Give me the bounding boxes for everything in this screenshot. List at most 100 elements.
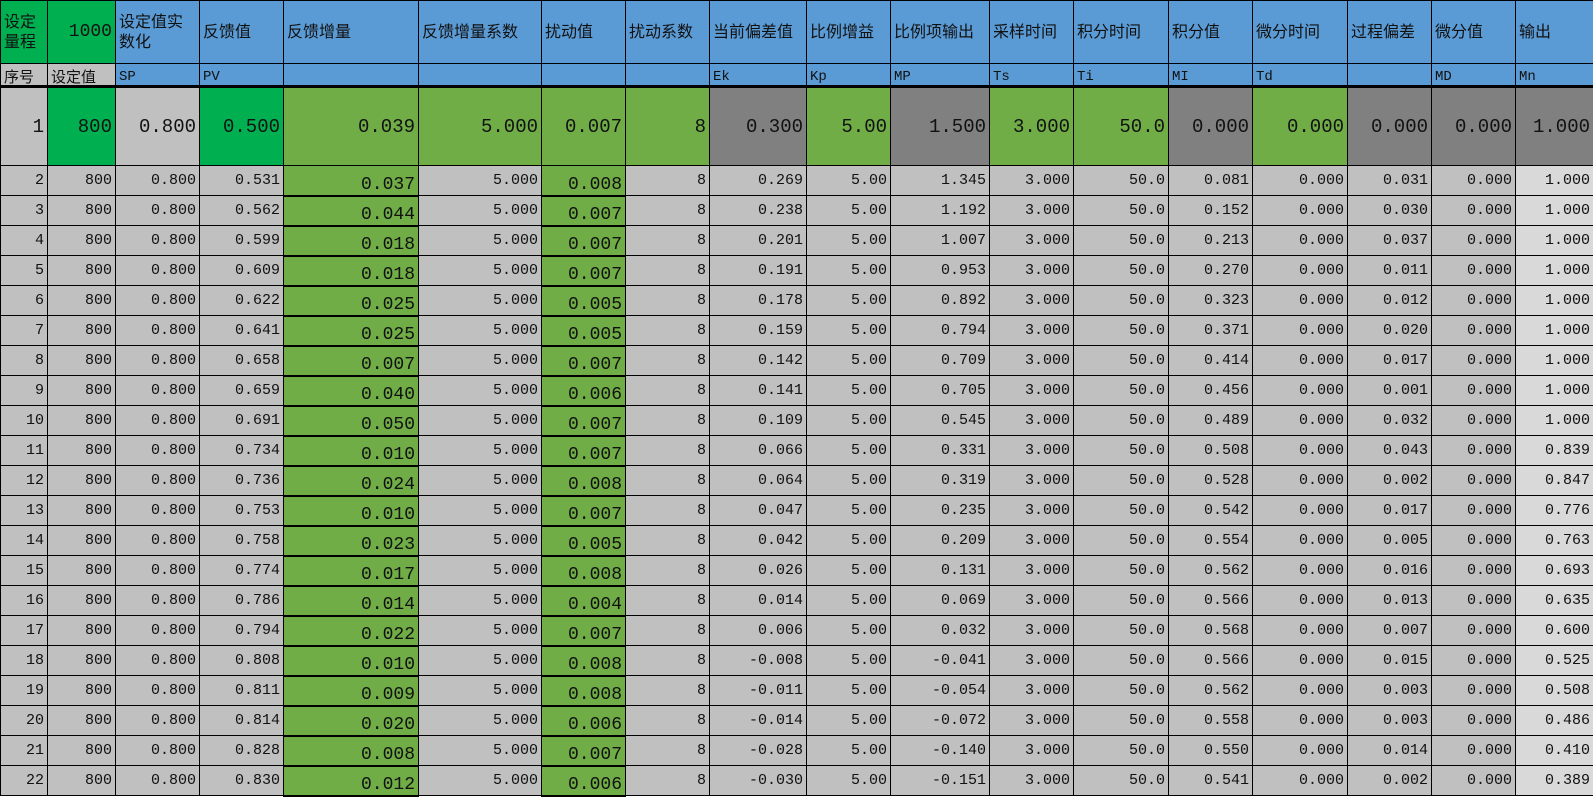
data-cell[interactable]: 0.693 xyxy=(1516,556,1593,586)
data-cell[interactable]: 0.047 xyxy=(710,496,807,526)
data-cell[interactable]: 8 xyxy=(626,346,710,376)
data-cell[interactable]: 1.000 xyxy=(1516,346,1593,376)
data-cell[interactable]: 0.800 xyxy=(116,526,200,556)
data-cell[interactable]: 0.389 xyxy=(1516,766,1593,796)
column-symbol-cell[interactable]: Ek xyxy=(710,64,807,87)
data-cell[interactable]: 0.007 xyxy=(542,256,626,286)
range-label-cell[interactable]: 设定量程 xyxy=(1,1,48,64)
data-cell[interactable]: 1.000 xyxy=(1516,166,1593,196)
data-cell[interactable]: 0.562 xyxy=(200,196,284,226)
data-cell[interactable]: 50.0 xyxy=(1074,706,1169,736)
data-cell[interactable]: -0.028 xyxy=(710,736,807,766)
data-cell[interactable]: 0.800 xyxy=(116,616,200,646)
data-cell[interactable]: 800 xyxy=(48,286,116,316)
data-cell[interactable]: 5.000 xyxy=(419,196,542,226)
data-cell[interactable]: 1.500 xyxy=(891,87,990,166)
data-cell[interactable]: 3.000 xyxy=(990,646,1074,676)
data-cell[interactable]: 0.209 xyxy=(891,526,990,556)
data-cell[interactable]: 5.00 xyxy=(807,586,891,616)
data-cell[interactable]: 1.000 xyxy=(1516,376,1593,406)
data-cell[interactable]: 5.00 xyxy=(807,766,891,796)
data-cell[interactable]: 0.323 xyxy=(1169,286,1253,316)
data-cell[interactable]: 0.000 xyxy=(1432,316,1516,346)
data-cell[interactable]: 5.00 xyxy=(807,496,891,526)
data-cell[interactable]: 3.000 xyxy=(990,166,1074,196)
data-cell[interactable]: 0.545 xyxy=(891,406,990,436)
data-cell[interactable]: 0.201 xyxy=(710,226,807,256)
column-symbol-cell[interactable] xyxy=(419,64,542,87)
data-cell[interactable]: 0.270 xyxy=(1169,256,1253,286)
data-cell[interactable]: 0.000 xyxy=(1253,226,1348,256)
data-cell[interactable]: 0.141 xyxy=(710,376,807,406)
data-cell[interactable]: 0.000 xyxy=(1432,196,1516,226)
data-cell[interactable]: 0.839 xyxy=(1516,436,1593,466)
data-cell[interactable]: 0.000 xyxy=(1253,436,1348,466)
data-cell[interactable]: 0.525 xyxy=(1516,646,1593,676)
data-cell[interactable]: -0.008 xyxy=(710,646,807,676)
data-cell[interactable]: 8 xyxy=(626,256,710,286)
column-header-cell[interactable]: 扰动值 xyxy=(542,1,626,64)
data-cell[interactable]: 0.044 xyxy=(284,196,419,226)
data-cell[interactable]: 50.0 xyxy=(1074,466,1169,496)
data-cell[interactable]: 1.000 xyxy=(1516,406,1593,436)
data-cell[interactable]: 0.000 xyxy=(1253,766,1348,796)
data-cell[interactable]: 0.814 xyxy=(200,706,284,736)
data-cell[interactable]: 0.800 xyxy=(116,766,200,796)
data-cell[interactable]: 0.007 xyxy=(542,406,626,436)
data-cell[interactable]: 0.000 xyxy=(1253,616,1348,646)
data-cell[interactable]: 5.000 xyxy=(419,556,542,586)
data-cell[interactable]: 0.659 xyxy=(200,376,284,406)
data-cell[interactable]: 5.000 xyxy=(419,166,542,196)
column-symbol-cell[interactable]: Td xyxy=(1253,64,1348,87)
data-cell[interactable]: 0.456 xyxy=(1169,376,1253,406)
data-cell[interactable]: 0.531 xyxy=(200,166,284,196)
data-cell[interactable]: 0.800 xyxy=(116,556,200,586)
data-cell[interactable]: 50.0 xyxy=(1074,646,1169,676)
data-cell[interactable]: 0.023 xyxy=(284,526,419,556)
data-cell[interactable]: 0.017 xyxy=(1348,346,1432,376)
data-cell[interactable]: 0.486 xyxy=(1516,706,1593,736)
data-cell[interactable]: 800 xyxy=(48,196,116,226)
row-index-cell[interactable]: 6 xyxy=(1,286,48,316)
data-cell[interactable]: 3.000 xyxy=(990,766,1074,796)
data-cell[interactable]: 5.00 xyxy=(807,376,891,406)
data-cell[interactable]: 0.508 xyxy=(1516,676,1593,706)
column-symbol-cell[interactable]: 设定值 xyxy=(48,64,116,87)
data-cell[interactable]: 0.081 xyxy=(1169,166,1253,196)
data-cell[interactable]: 0.014 xyxy=(710,586,807,616)
data-cell[interactable]: 0.004 xyxy=(542,586,626,616)
data-cell[interactable]: 800 xyxy=(48,706,116,736)
data-cell[interactable]: 800 xyxy=(48,226,116,256)
data-cell[interactable]: 0.541 xyxy=(1169,766,1253,796)
data-cell[interactable]: 0.007 xyxy=(542,496,626,526)
data-cell[interactable]: 8 xyxy=(626,496,710,526)
data-cell[interactable]: 5.00 xyxy=(807,646,891,676)
data-cell[interactable]: 5.00 xyxy=(807,436,891,466)
data-cell[interactable]: 5.000 xyxy=(419,616,542,646)
row-index-cell[interactable]: 20 xyxy=(1,706,48,736)
data-cell[interactable]: 5.000 xyxy=(419,676,542,706)
data-cell[interactable]: 50.0 xyxy=(1074,556,1169,586)
data-cell[interactable]: 0.235 xyxy=(891,496,990,526)
data-cell[interactable]: 0.609 xyxy=(200,256,284,286)
row-index-cell[interactable]: 17 xyxy=(1,616,48,646)
data-cell[interactable]: 0.178 xyxy=(710,286,807,316)
row-index-cell[interactable]: 4 xyxy=(1,226,48,256)
column-symbol-cell[interactable] xyxy=(284,64,419,87)
data-cell[interactable]: 0.000 xyxy=(1253,286,1348,316)
data-cell[interactable]: 0.011 xyxy=(1348,256,1432,286)
data-cell[interactable]: 50.0 xyxy=(1074,256,1169,286)
data-cell[interactable]: 0.006 xyxy=(542,706,626,736)
data-cell[interactable]: 0.847 xyxy=(1516,466,1593,496)
data-cell[interactable]: 0.007 xyxy=(1348,616,1432,646)
column-symbol-cell[interactable]: Ts xyxy=(990,64,1074,87)
data-cell[interactable]: 0.562 xyxy=(1169,556,1253,586)
data-cell[interactable]: 8 xyxy=(626,196,710,226)
data-cell[interactable]: 0.000 xyxy=(1169,87,1253,166)
data-cell[interactable]: 0.000 xyxy=(1253,526,1348,556)
data-cell[interactable]: 8 xyxy=(626,466,710,496)
data-cell[interactable]: 0.012 xyxy=(284,766,419,796)
data-cell[interactable]: 0.622 xyxy=(200,286,284,316)
row-index-cell[interactable]: 11 xyxy=(1,436,48,466)
data-cell[interactable]: 5.000 xyxy=(419,286,542,316)
